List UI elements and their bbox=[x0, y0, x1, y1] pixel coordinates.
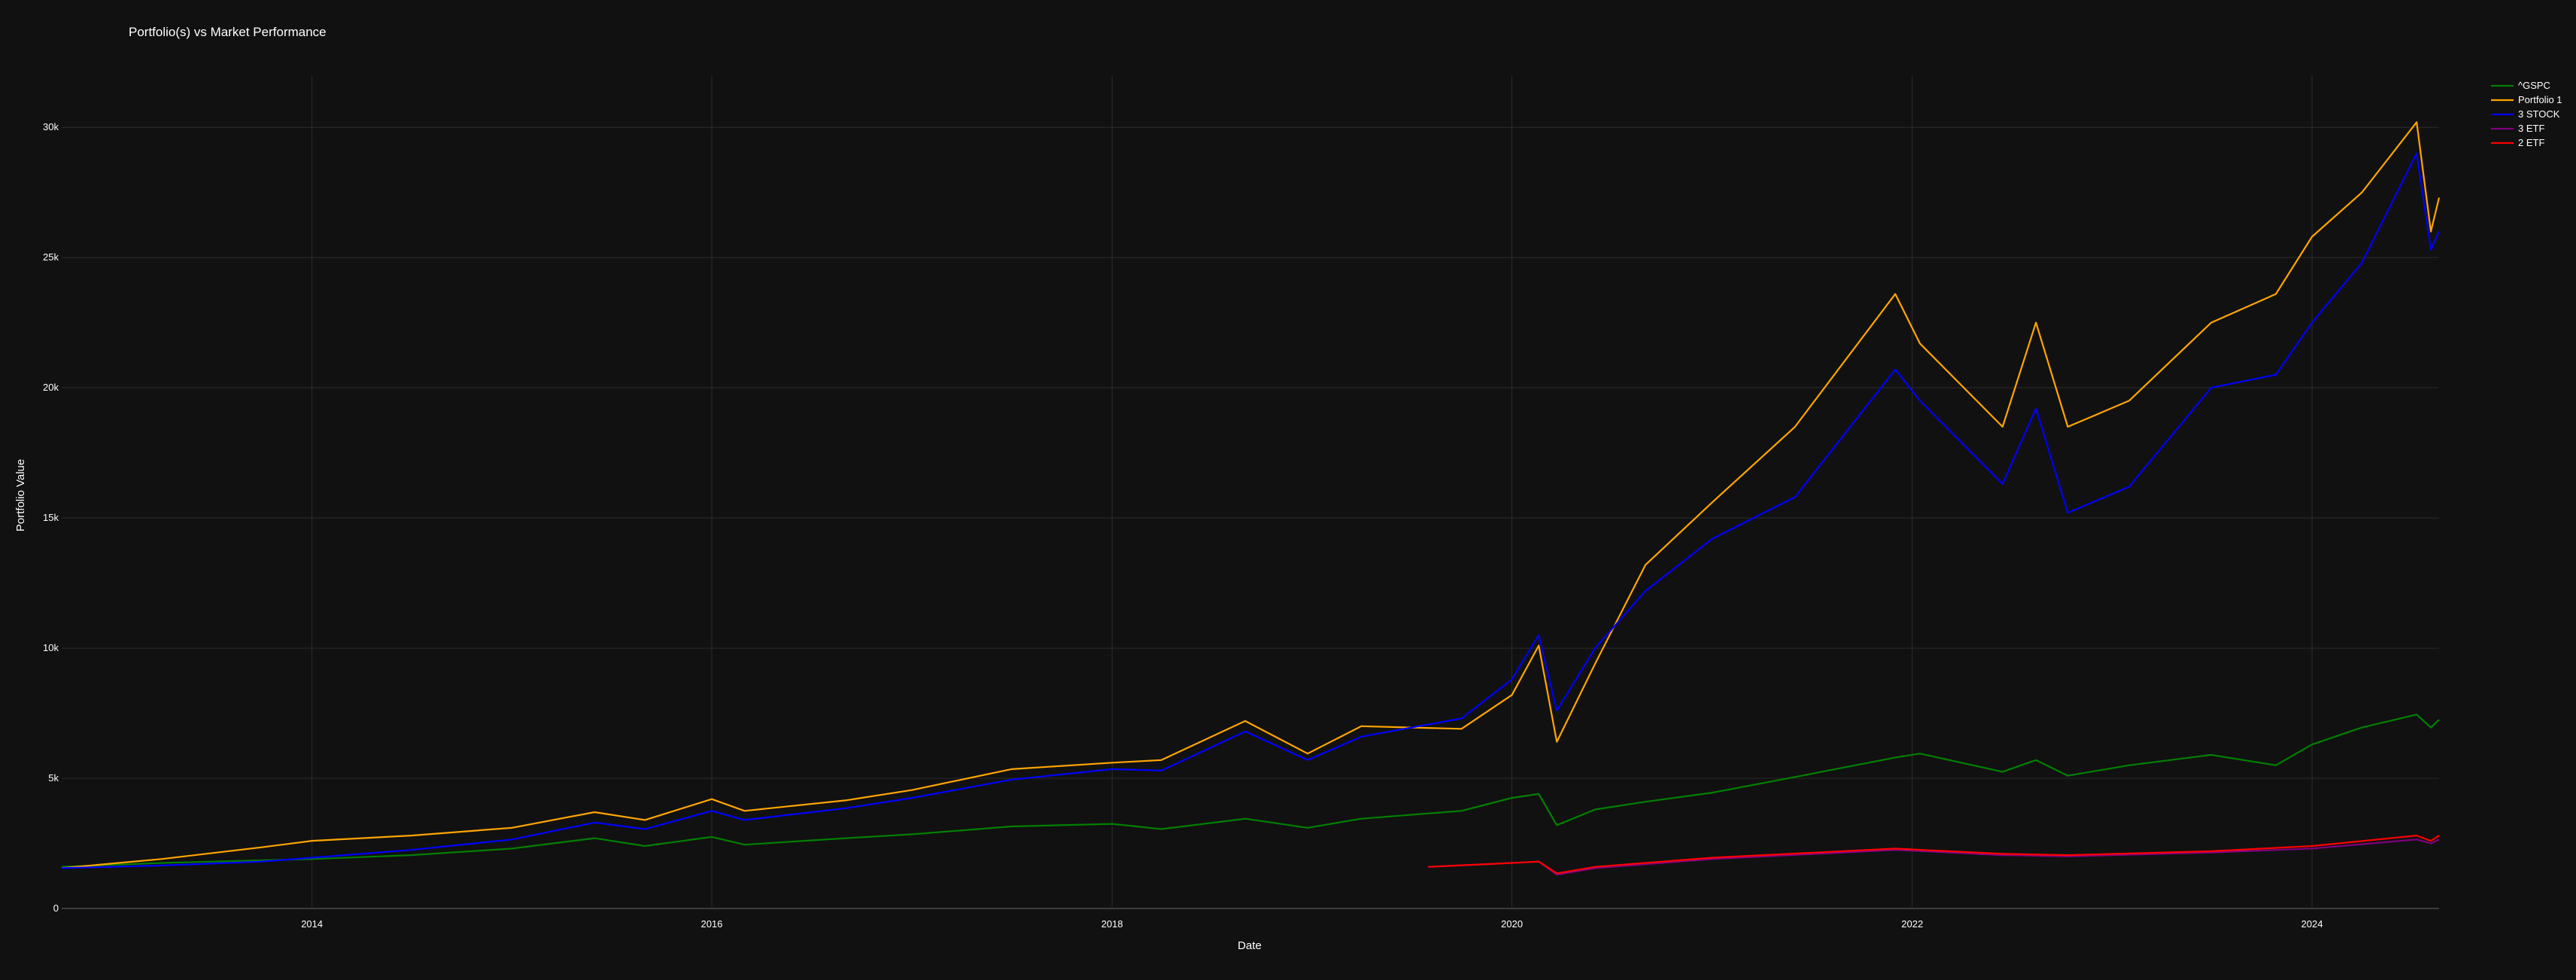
x-tick-label: 2014 bbox=[301, 918, 323, 930]
gridlines bbox=[62, 75, 2439, 909]
series-line-gspc bbox=[61, 714, 2440, 868]
legend-label: ^GSPC bbox=[2518, 80, 2550, 91]
x-tick-label: 2016 bbox=[701, 918, 723, 930]
x-tick-label: 2024 bbox=[2301, 918, 2323, 930]
x-axis-title: Date bbox=[1238, 939, 1262, 952]
x-tick-label: 2018 bbox=[1101, 918, 1123, 930]
series-line-3-stock bbox=[61, 152, 2441, 869]
x-tick-label: 2022 bbox=[1901, 918, 1923, 930]
series-line-portfolio-1 bbox=[61, 121, 2441, 869]
legend-label: 2 ETF bbox=[2518, 137, 2544, 148]
y-tick-label: 25k bbox=[43, 251, 59, 263]
y-tick-label: 0 bbox=[53, 902, 59, 914]
y-tick-label: 20k bbox=[43, 382, 59, 393]
chart-title: Portfolio(s) vs Market Performance bbox=[129, 25, 327, 39]
y-tick-label: 5k bbox=[48, 772, 59, 784]
legend-item[interactable]: 3 ETF bbox=[2491, 123, 2544, 134]
legend-label: Portfolio 1 bbox=[2518, 94, 2562, 105]
legend-item[interactable]: ^GSPC bbox=[2491, 80, 2550, 91]
legend-item[interactable]: 3 STOCK bbox=[2491, 108, 2560, 120]
y-tick-label: 30k bbox=[43, 121, 59, 132]
series-line-2-etf bbox=[1428, 835, 2440, 875]
legend-item[interactable]: 2 ETF bbox=[2491, 137, 2544, 148]
y-tick-label: 10k bbox=[43, 642, 59, 653]
legend-item[interactable]: Portfolio 1 bbox=[2491, 94, 2562, 105]
legend[interactable]: ^GSPC Portfolio 1 3 STOCK 3 ETF 2 ETF bbox=[2491, 80, 2562, 148]
x-tick-label: 2020 bbox=[1501, 918, 1523, 930]
tick-labels: 0 5k 10k 15k 20k 25k 30k 2014 2016 2018 2020 2022 20… bbox=[43, 121, 2323, 930]
series-lines bbox=[61, 121, 2441, 876]
legend-label: 3 ETF bbox=[2518, 123, 2544, 134]
y-axis-title: Portfolio Value bbox=[14, 459, 27, 531]
legend-label: 3 STOCK bbox=[2518, 108, 2560, 120]
y-tick-label: 15k bbox=[43, 512, 59, 523]
